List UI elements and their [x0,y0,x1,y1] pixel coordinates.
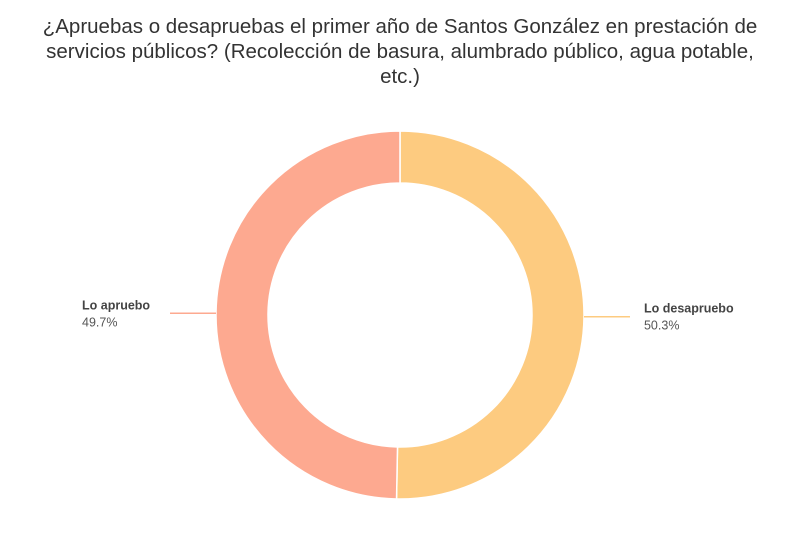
slice-label-2: Lo apruebo [82,298,150,312]
donut-slice-2 [215,130,401,500]
donut-slice-1 [395,130,585,500]
slice-value-2: 49.7% [82,315,117,329]
chart-title: ¿Apruebas o desapruebas el primer año de… [42,15,758,88]
slice-value-1: 50.3% [644,319,679,333]
slice-label-1: Lo desapruebo [644,302,734,316]
